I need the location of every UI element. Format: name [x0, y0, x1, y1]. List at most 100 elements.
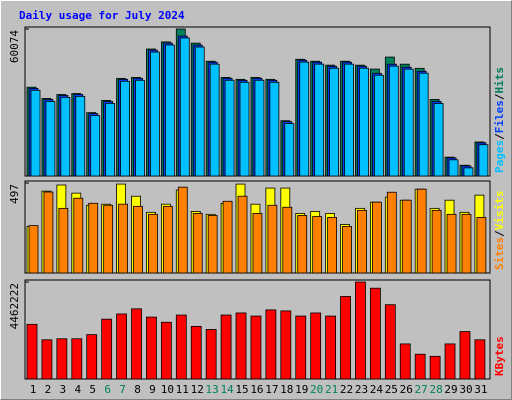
bar — [209, 63, 220, 177]
x-tick-label: 16 — [250, 383, 263, 396]
bar — [359, 67, 369, 177]
bar — [224, 79, 235, 177]
bar — [73, 197, 84, 274]
x-tick-label: 29 — [444, 383, 457, 396]
x-tick-label: 9 — [149, 383, 156, 396]
bar — [207, 215, 218, 274]
bar — [103, 204, 114, 274]
bar — [190, 325, 202, 380]
bar — [433, 103, 444, 177]
bar — [75, 95, 86, 177]
bar — [60, 97, 71, 177]
bar — [282, 206, 293, 274]
x-tick-label: 27 — [415, 383, 428, 396]
x-tick-label: 20 — [310, 383, 323, 396]
bar — [325, 315, 337, 380]
bar — [297, 215, 308, 274]
x-tick-label: 13 — [206, 383, 219, 396]
bar — [164, 44, 175, 177]
bar — [71, 338, 83, 380]
legend-separator: / — [493, 133, 506, 140]
bar — [175, 314, 187, 380]
x-tick-label: 14 — [220, 383, 234, 396]
bar — [280, 310, 292, 380]
x-tick-label: 6 — [104, 383, 111, 396]
legend-entry: Hits — [493, 67, 506, 94]
bar — [478, 144, 489, 177]
bar — [135, 79, 145, 177]
bar — [403, 68, 414, 177]
x-tick-label: 8 — [134, 383, 141, 396]
x-tick-label: 21 — [325, 383, 338, 396]
x-tick-label: 26 — [400, 383, 413, 396]
legend-entry: Files — [493, 100, 506, 133]
x-tick-label: 25 — [385, 383, 398, 396]
x-tick-label: 30 — [459, 383, 472, 396]
bar — [56, 338, 68, 380]
legend-entry: Visits — [493, 191, 506, 231]
bar — [416, 188, 427, 274]
bar — [267, 204, 278, 274]
bar — [28, 225, 39, 274]
bar — [373, 74, 384, 177]
bar — [160, 321, 172, 380]
legend-separator: / — [493, 230, 506, 237]
bar — [327, 217, 338, 274]
bar — [148, 213, 158, 274]
bar — [239, 81, 250, 177]
bar — [120, 80, 130, 177]
bar — [369, 287, 381, 380]
bar — [133, 205, 143, 274]
bar — [150, 51, 160, 177]
bar — [340, 296, 351, 380]
bar — [431, 209, 442, 274]
bar — [250, 315, 262, 380]
x-tick-label: 7 — [119, 383, 126, 396]
bar — [254, 79, 265, 177]
x-tick-label: 24 — [370, 383, 384, 396]
legend-entry: KBytes — [493, 336, 506, 376]
bar — [476, 217, 487, 274]
bar — [222, 200, 233, 274]
bar — [388, 65, 399, 177]
bar — [252, 213, 263, 274]
x-tick-label: 31 — [474, 383, 487, 396]
bar — [205, 329, 217, 380]
y-tick-label: 497 — [8, 184, 21, 204]
bar — [459, 331, 471, 380]
x-tick-label: 18 — [280, 383, 293, 396]
bar — [90, 115, 101, 177]
bar — [177, 186, 188, 274]
bar — [399, 343, 411, 380]
bar — [179, 37, 190, 177]
bar — [220, 314, 232, 380]
bar — [418, 72, 429, 177]
bar — [357, 209, 367, 274]
bar — [41, 339, 53, 380]
legend: Sites/Visits — [493, 191, 506, 271]
chart-title: Daily usage for July 2024 — [19, 9, 185, 22]
bar — [446, 213, 457, 274]
bar — [312, 216, 323, 274]
bar — [45, 101, 56, 177]
bar — [30, 89, 41, 177]
legend-separator: / — [493, 93, 506, 100]
bar — [101, 318, 113, 380]
bar — [329, 67, 340, 177]
bar — [235, 312, 247, 380]
bar — [269, 81, 280, 177]
x-tick-label: 1 — [30, 383, 37, 396]
bar — [58, 207, 69, 274]
legend-entry: Pages — [493, 140, 506, 173]
bar — [86, 334, 98, 380]
bar — [448, 159, 459, 177]
x-tick-label: 3 — [60, 383, 67, 396]
bar — [26, 323, 38, 380]
bar — [237, 195, 248, 274]
x-tick-label: 10 — [161, 383, 174, 396]
x-tick-label: 23 — [355, 383, 368, 396]
bar — [105, 103, 116, 177]
bar — [474, 339, 486, 380]
bar — [146, 316, 157, 380]
legend: KBytes — [493, 336, 506, 376]
